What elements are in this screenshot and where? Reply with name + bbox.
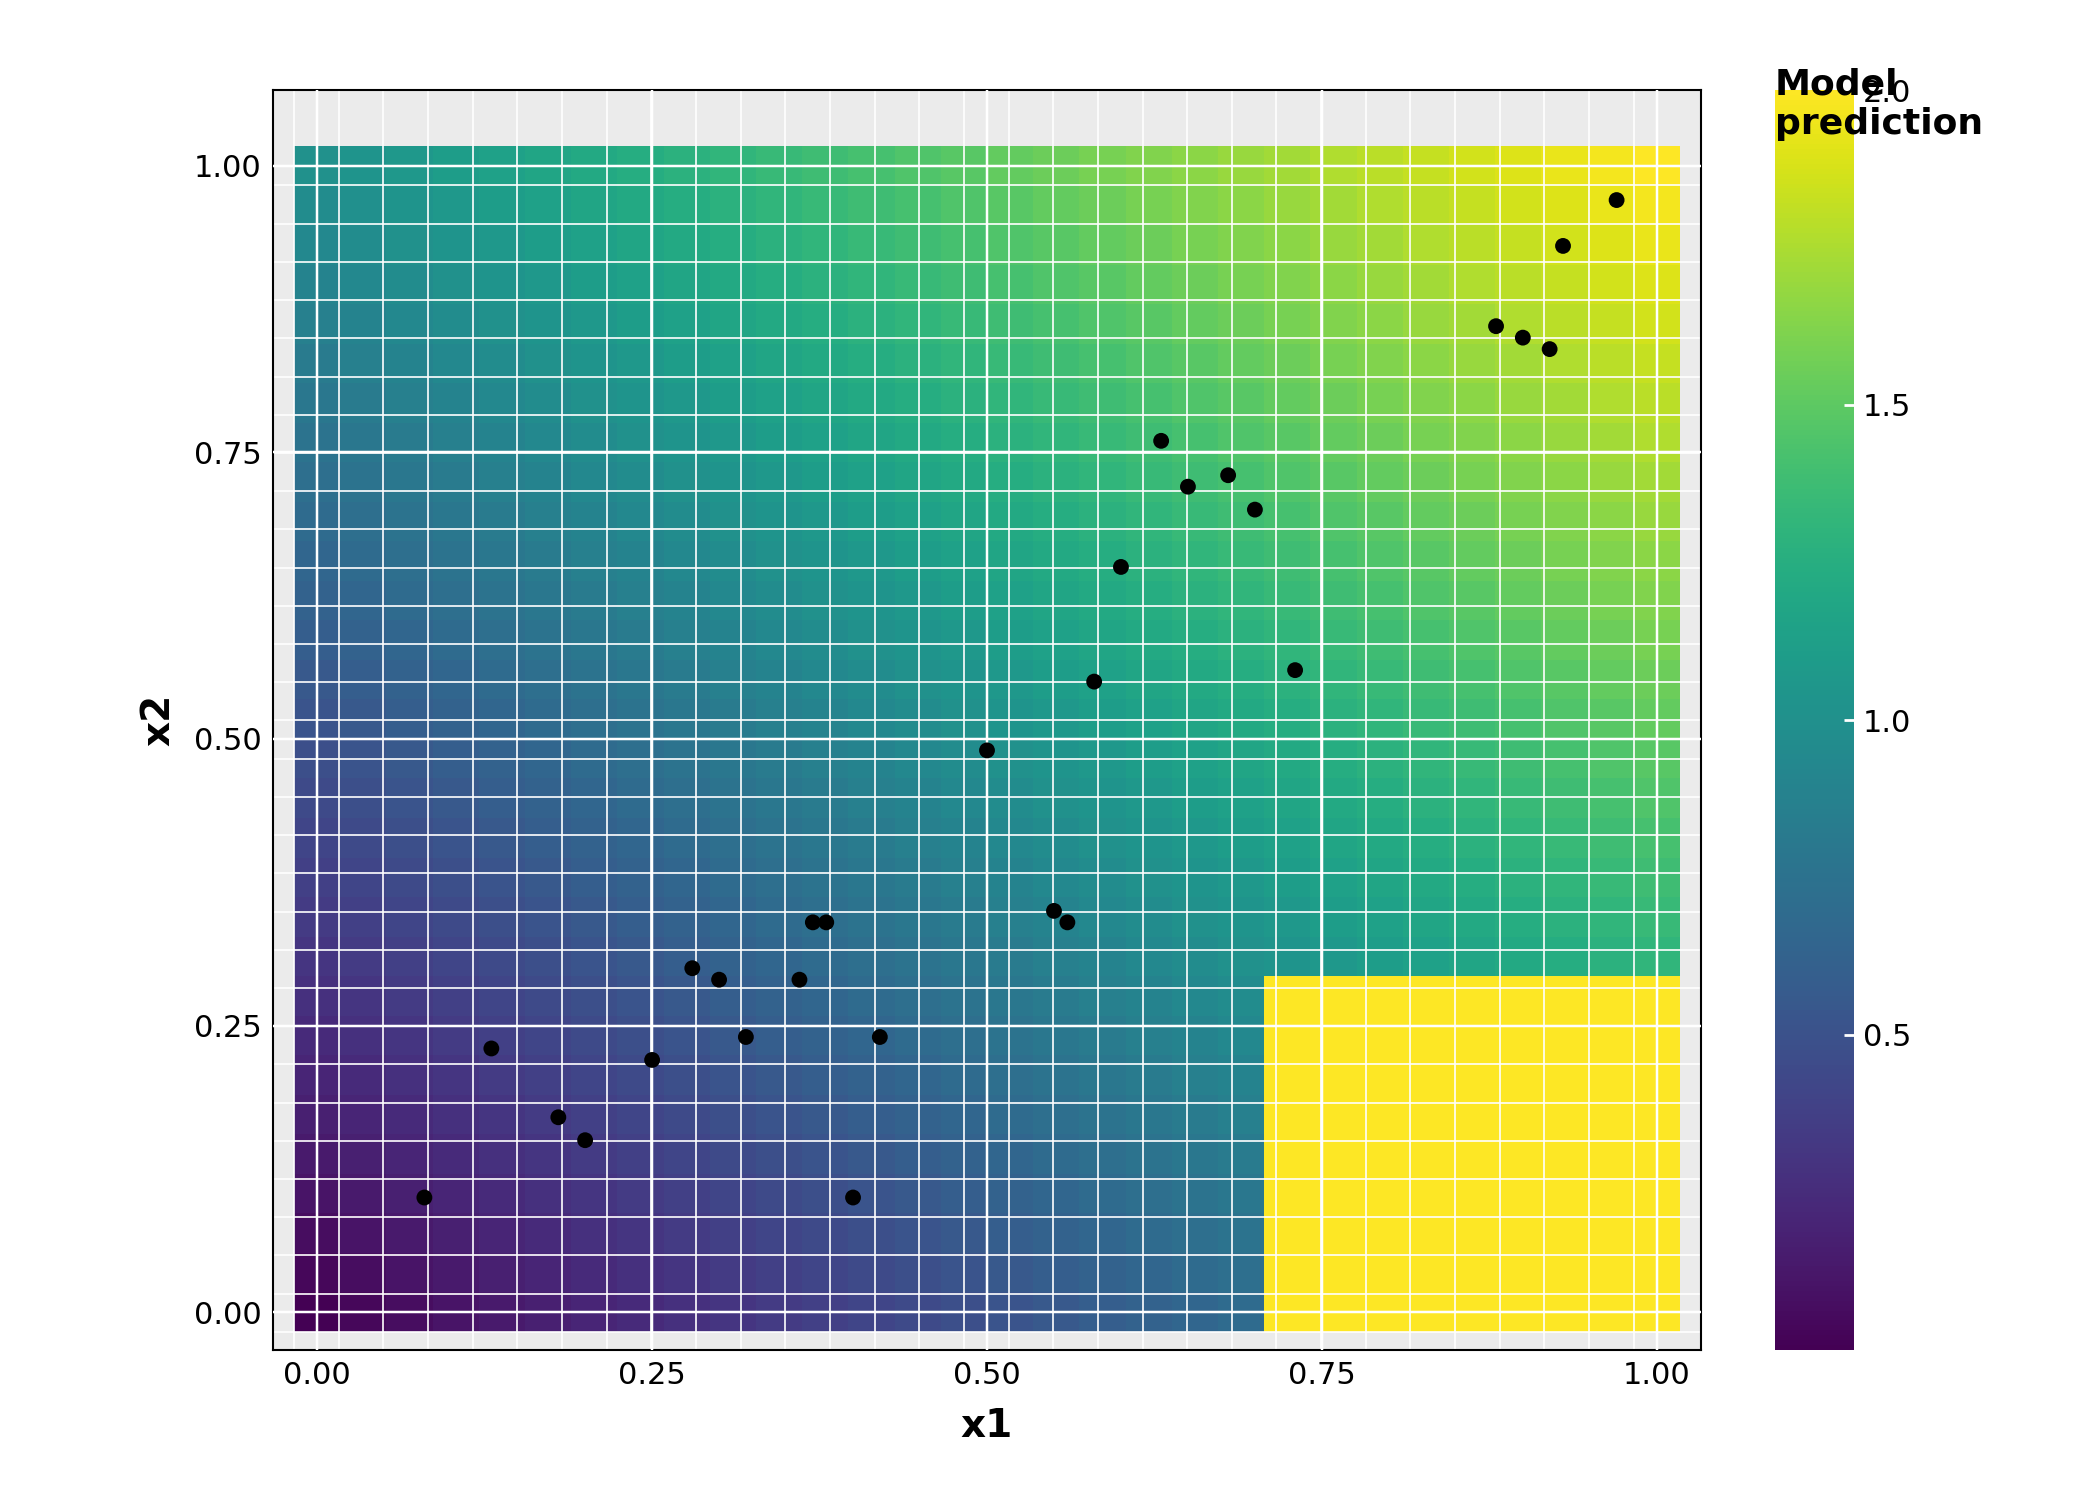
Point: [808, 910, 842, 934]
Point: [1037, 898, 1071, 922]
Text: Model
prediction: Model prediction: [1774, 68, 1982, 141]
Point: [729, 1024, 762, 1048]
Point: [783, 968, 817, 992]
Point: [836, 1185, 869, 1209]
X-axis label: x1: x1: [962, 1407, 1012, 1444]
Point: [1600, 188, 1634, 211]
Point: [1478, 314, 1512, 338]
Point: [1546, 234, 1579, 258]
Point: [569, 1128, 603, 1152]
Point: [1279, 658, 1312, 682]
Point: [970, 738, 1004, 762]
Point: [1506, 326, 1539, 350]
Point: [1105, 555, 1138, 579]
Point: [1212, 464, 1245, 488]
Point: [1533, 338, 1567, 362]
Point: [636, 1048, 670, 1072]
Point: [1077, 669, 1111, 693]
Point: [475, 1036, 508, 1060]
Point: [796, 910, 830, 934]
Point: [863, 1024, 897, 1048]
Point: [407, 1185, 441, 1209]
Y-axis label: x2: x2: [139, 694, 178, 746]
Point: [1050, 910, 1084, 934]
Point: [676, 956, 710, 980]
Point: [1239, 498, 1273, 522]
Point: [701, 968, 735, 992]
Point: [1172, 474, 1205, 498]
Point: [542, 1106, 575, 1130]
Point: [1144, 429, 1178, 453]
